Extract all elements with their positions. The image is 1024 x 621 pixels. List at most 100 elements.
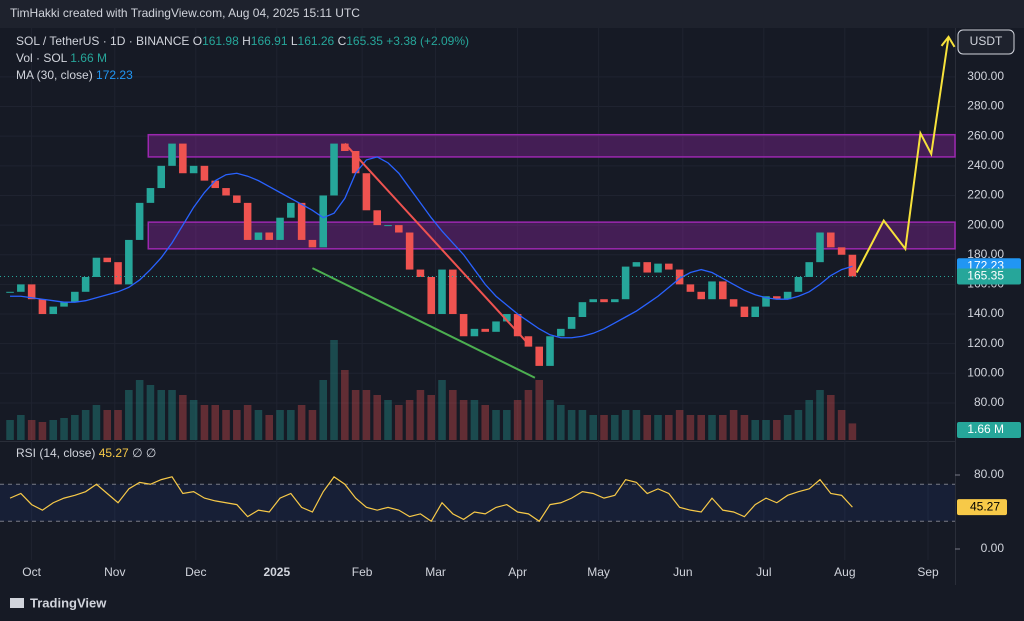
candle [308, 239, 317, 248]
volume-bar [632, 410, 641, 440]
rsi-tick-label: 0.00 [981, 541, 1005, 555]
logo [10, 598, 24, 608]
ohlc-value: 161.26 [298, 34, 335, 48]
candle [49, 306, 58, 315]
volume-bar [416, 390, 425, 440]
candle [60, 302, 68, 307]
volume-bar [708, 415, 716, 440]
candle [297, 202, 306, 240]
volume-bar [697, 415, 705, 440]
volume-bar [719, 415, 727, 440]
y-tick-label: 80.00 [974, 395, 1004, 409]
y-tick-label: 240.00 [967, 158, 1004, 172]
candle [330, 143, 338, 196]
volume-bar [837, 410, 846, 440]
candle [578, 302, 587, 317]
y-tick-label: 100.00 [967, 365, 1004, 379]
volume-bar [168, 390, 176, 440]
y-tick-label: 220.00 [967, 188, 1004, 202]
volume-bar [38, 422, 47, 440]
candle [38, 299, 47, 315]
candle [546, 336, 554, 366]
x-tick-label: Nov [104, 565, 125, 579]
ohlc-value: 166.91 [251, 34, 288, 48]
candle [92, 257, 101, 277]
candle [513, 314, 522, 337]
volume-value: 1.66 M [70, 51, 107, 65]
trendline [344, 142, 531, 346]
x-tick-label: Feb [352, 565, 373, 579]
volume-bar [740, 415, 749, 440]
currency-button[interactable] [957, 29, 1015, 55]
candle [243, 202, 252, 240]
rsi-legend: RSI (14, close) 45.27 ∅ ∅ [16, 446, 156, 460]
volume-bar [308, 410, 317, 440]
y-tick-label: 200.00 [967, 217, 1004, 231]
candle [81, 276, 90, 292]
change: +3.38 (+2.09%) [386, 34, 469, 48]
candle [438, 269, 446, 315]
volume-name: Vol · SOL [16, 51, 68, 65]
volume-bar [330, 340, 338, 440]
legend-line: SOL / TetherUS · 1D · BINANCE O161.98 H1… [16, 34, 469, 48]
candle [632, 262, 641, 267]
symbol: SOL / TetherUS · 1D · BINANCE [16, 34, 189, 48]
candle [751, 306, 759, 317]
volume-bar [297, 405, 306, 440]
volume-bar [449, 390, 457, 440]
candle [535, 346, 543, 366]
candle [816, 232, 824, 263]
volume-bar [503, 410, 511, 440]
x-tick-label: Jun [673, 565, 692, 579]
y-tick-label: 300.00 [967, 69, 1004, 83]
volume-bar [92, 405, 101, 440]
volume-bar [373, 395, 382, 440]
x-tick-label: Dec [185, 565, 206, 579]
volume-bar [27, 420, 36, 440]
volume-bar [114, 410, 122, 440]
candle [708, 281, 716, 300]
volume-bar [287, 410, 295, 440]
x-tick-label: Aug [834, 565, 855, 579]
volume-bar [81, 410, 90, 440]
candle [459, 314, 468, 337]
volume-bar [524, 390, 533, 440]
candle [794, 276, 803, 292]
y-tick-label: 140.00 [967, 306, 1004, 320]
volume-bar [481, 405, 490, 440]
candle [675, 269, 684, 285]
candle [773, 296, 781, 300]
brand-name: TradingView [30, 595, 107, 610]
volume-bar [805, 400, 813, 440]
ma-line [10, 156, 853, 339]
volume-bar [535, 380, 543, 440]
volume-bar [6, 420, 14, 440]
volume-bar [254, 410, 263, 440]
volume-bar [233, 410, 241, 440]
projection-arrow [940, 35, 956, 48]
candle [71, 291, 79, 303]
candle [189, 165, 198, 174]
volume-bar [265, 415, 274, 440]
ohlc-label: O [193, 34, 202, 48]
candle [805, 262, 813, 277]
volume-bar [362, 390, 371, 440]
candle [254, 232, 263, 240]
candle [524, 336, 533, 347]
volume-bar [643, 415, 651, 440]
ma-value: 172.23 [96, 68, 133, 82]
candle [837, 247, 846, 255]
rsi-tag [957, 499, 1007, 516]
candle [373, 210, 382, 226]
header-text: TimHakki created with TradingView.com, A… [10, 6, 360, 20]
x-tick-label: Oct [22, 565, 41, 579]
candle [449, 269, 457, 315]
rsi-name: RSI (14, close) [16, 446, 95, 460]
header-bar [0, 0, 1024, 28]
candle [287, 202, 295, 218]
candle [265, 232, 274, 240]
volume-bar [103, 410, 112, 440]
candle [686, 284, 695, 292]
volume-bar [762, 420, 770, 440]
